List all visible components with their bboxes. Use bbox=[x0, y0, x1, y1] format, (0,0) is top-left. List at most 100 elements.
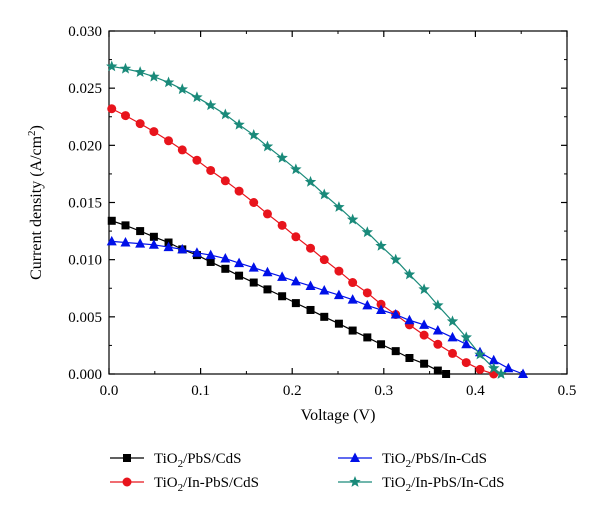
data-point bbox=[433, 339, 443, 349]
data-point bbox=[191, 247, 202, 257]
data-point bbox=[348, 278, 358, 288]
data-point bbox=[363, 333, 372, 342]
data-point bbox=[290, 163, 302, 175]
data-point bbox=[235, 271, 244, 280]
data-point bbox=[319, 285, 330, 295]
data-point bbox=[390, 309, 401, 319]
data-point bbox=[249, 198, 259, 207]
data-point bbox=[121, 221, 130, 230]
data-point bbox=[291, 232, 301, 242]
legend-label-part: TiO bbox=[382, 451, 406, 467]
data-point bbox=[460, 331, 472, 343]
data-point bbox=[376, 304, 387, 314]
legend-label-part: /In-PbS/CdS bbox=[183, 475, 259, 491]
series-2 bbox=[106, 235, 529, 378]
data-point bbox=[120, 111, 130, 121]
legend-label-part: TiO bbox=[154, 451, 178, 467]
data-point bbox=[405, 353, 414, 362]
data-point bbox=[107, 104, 117, 114]
data-point bbox=[136, 227, 145, 236]
y-tick-label: 0.030 bbox=[68, 24, 102, 40]
data-point bbox=[206, 257, 215, 266]
y-tick-label: 0.010 bbox=[68, 253, 102, 269]
data-point bbox=[119, 62, 132, 74]
data-point bbox=[191, 91, 203, 103]
data-point bbox=[318, 188, 330, 200]
series-layer bbox=[106, 60, 529, 379]
data-point bbox=[333, 289, 344, 300]
legend-label-part: TiO bbox=[382, 475, 406, 491]
series-line bbox=[111, 65, 502, 375]
data-point bbox=[248, 129, 260, 140]
data-point bbox=[461, 338, 472, 349]
data-point bbox=[475, 364, 485, 374]
data-point bbox=[164, 136, 174, 146]
data-point bbox=[348, 326, 357, 335]
legend-label-part: /In-PbS/In-CdS bbox=[411, 475, 504, 491]
data-point bbox=[446, 315, 459, 327]
data-point bbox=[177, 145, 187, 155]
data-point bbox=[448, 348, 457, 358]
data-point bbox=[106, 60, 118, 72]
data-point bbox=[442, 370, 451, 378]
data-point bbox=[248, 262, 259, 272]
data-point bbox=[163, 241, 174, 252]
legend-item: TiO2/In-PbS/CdS bbox=[110, 475, 259, 494]
legend-label: TiO2/PbS/In-CdS bbox=[382, 451, 487, 470]
legend-label-sub: 2 bbox=[178, 458, 184, 470]
data-point bbox=[362, 288, 372, 298]
data-point bbox=[106, 235, 117, 246]
data-point bbox=[204, 99, 217, 111]
data-point bbox=[234, 186, 244, 196]
data-point bbox=[518, 368, 529, 378]
data-point bbox=[347, 294, 358, 304]
data-point bbox=[261, 140, 274, 152]
data-point bbox=[391, 347, 400, 356]
data-point bbox=[433, 366, 442, 375]
y-axis-title-main: Current density (A/cm bbox=[28, 135, 45, 280]
series-line bbox=[111, 108, 494, 375]
data-point bbox=[403, 268, 416, 280]
data-point bbox=[206, 165, 216, 175]
data-point bbox=[503, 362, 514, 373]
legend-item: TiO2/PbS/In-CdS bbox=[338, 451, 487, 470]
data-point bbox=[461, 358, 471, 368]
data-point bbox=[488, 362, 500, 374]
legend-label: TiO2/In-PbS/In-CdS bbox=[382, 475, 505, 494]
data-point bbox=[474, 348, 486, 360]
data-point bbox=[120, 237, 131, 247]
legend-marker bbox=[122, 477, 132, 487]
data-point bbox=[334, 266, 344, 276]
data-point bbox=[375, 239, 387, 251]
y-axis-title: Current density (A/cm2) bbox=[26, 125, 45, 280]
x-tick-label: 0.1 bbox=[191, 383, 210, 399]
data-point bbox=[418, 283, 430, 295]
data-point bbox=[262, 209, 272, 219]
legend-label-sub: 2 bbox=[406, 458, 412, 470]
y-axis-title-end: ) bbox=[28, 125, 45, 130]
data-point bbox=[176, 83, 188, 95]
data-point bbox=[135, 119, 145, 129]
data-point bbox=[262, 266, 273, 277]
series-0 bbox=[107, 216, 451, 378]
legend-marker bbox=[123, 454, 131, 462]
data-point bbox=[304, 175, 317, 187]
data-point bbox=[205, 249, 216, 260]
legend-label-part: /PbS/In-CdS bbox=[411, 451, 487, 467]
data-point bbox=[334, 319, 343, 328]
data-point bbox=[488, 354, 499, 365]
data-point bbox=[333, 201, 345, 212]
legend-marker bbox=[350, 452, 360, 462]
x-tick-label: 0.2 bbox=[283, 383, 302, 399]
legend-label-sub: 2 bbox=[406, 482, 412, 494]
data-point bbox=[495, 368, 507, 379]
data-point bbox=[419, 319, 430, 329]
legend-label: TiO2/In-PbS/CdS bbox=[154, 475, 259, 494]
data-point bbox=[390, 253, 402, 265]
x-tick-label: 0.0 bbox=[100, 383, 119, 399]
data-point bbox=[377, 340, 386, 349]
data-point bbox=[362, 299, 373, 310]
y-axis-title-sup: 2 bbox=[26, 130, 38, 136]
data-point bbox=[234, 257, 245, 268]
data-point bbox=[249, 278, 258, 287]
